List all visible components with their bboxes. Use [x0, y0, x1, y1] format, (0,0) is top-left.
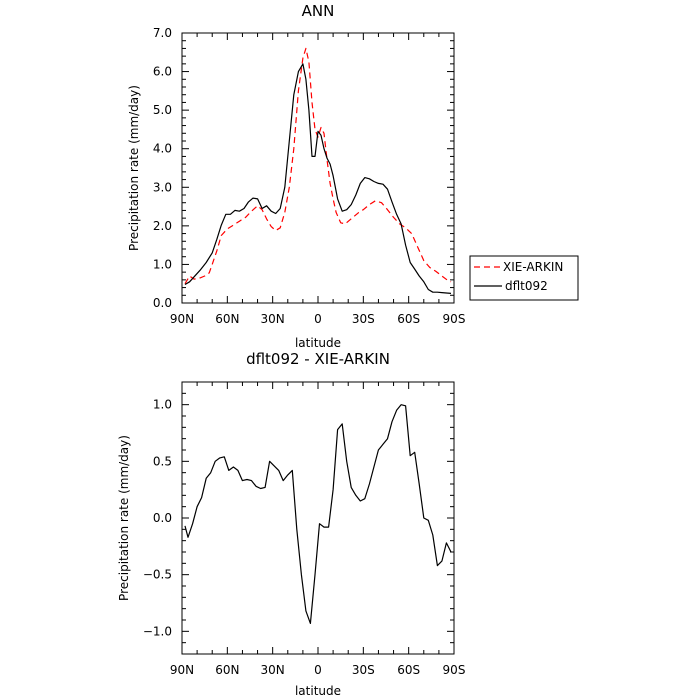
bottom-x-tick-label: 30N [261, 663, 285, 677]
top-x-tick-label: 0 [314, 312, 322, 326]
bottom-y-tick-label: −0.5 [143, 568, 172, 582]
top-y-tick-label: 6.0 [153, 65, 172, 79]
top-plot-area [184, 47, 452, 294]
top-y-tick-label: 5.0 [153, 103, 172, 117]
bottom-plot-frame [181, 381, 455, 655]
bottom-y-axis-title: Precipitation rate (mm/day) [117, 435, 131, 601]
top-x-axis-title: latitude [295, 336, 341, 350]
top-y-tick-label: 3.0 [153, 180, 172, 194]
top-x-tick-label: 60S [397, 312, 420, 326]
bottom-series-line-0 [184, 404, 452, 625]
top-plot-frame [181, 32, 455, 304]
bottom-plot-area [184, 404, 452, 625]
bottom-ticks: 90N 60N 30N 0 30S 60S 90S −1.0 −0.5 0.0 0.5 1.0 [143, 381, 466, 677]
bottom-y-tick-label: 1.0 [153, 398, 172, 412]
bottom-x-tick-label: 0 [314, 663, 322, 677]
legend-box [469, 255, 579, 301]
bottom-y-tick-label: −1.0 [143, 624, 172, 638]
legend-label-dflt092: dflt092 [505, 279, 548, 293]
top-x-tick-label: 90S [443, 312, 466, 326]
bottom-x-tick-label: 60N [215, 663, 239, 677]
bottom-y-tick-label: 0.0 [153, 511, 172, 525]
top-chart-title: ANN [302, 2, 335, 20]
top-y-tick-label: 7.0 [153, 26, 172, 40]
bottom-chart-title: dflt092 - XIE-ARKIN [246, 350, 390, 368]
top-series-line-dflt092 [184, 63, 452, 294]
top-y-tick-label: 0.0 [153, 296, 172, 310]
top-x-tick-label: 60N [215, 312, 239, 326]
top-y-tick-label: 4.0 [153, 142, 172, 156]
bottom-x-tick-label: 90N [170, 663, 194, 677]
bottom-x-tick-label: 30S [352, 663, 375, 677]
top-y-axis-title: Precipitation rate (mm/day) [127, 85, 141, 251]
bottom-x-tick-label: 90S [443, 663, 466, 677]
bottom-y-tick-label: 0.5 [153, 454, 172, 468]
top-y-tick-label: 2.0 [153, 219, 172, 233]
top-ticks: 90N 60N 30N 0 30S 60S 90S 0.0 1.0 2.0 3.0 4.0 5.0 6.0… [153, 26, 466, 326]
top-y-tick-label: 1.0 [153, 257, 172, 271]
legend: XIE-ARKIN dflt092 [469, 255, 579, 301]
legend-label-xie-arkin: XIE-ARKIN [503, 260, 563, 274]
top-series-line-xie-arkin [184, 47, 452, 285]
bottom-x-tick-label: 60S [397, 663, 420, 677]
top-x-tick-label: 30N [261, 312, 285, 326]
top-panel: ANN 90N 60N 30N 0 30S 60S 90S 0.0 1.0 2.0 3.0 4.0 5.… [127, 2, 465, 350]
top-x-tick-label: 30S [352, 312, 375, 326]
bottom-panel: dflt092 - XIE-ARKIN 90N 60N 30N 0 30S 60S 90S −… [117, 350, 465, 698]
top-x-tick-label: 90N [170, 312, 194, 326]
bottom-x-axis-title: latitude [295, 684, 341, 698]
